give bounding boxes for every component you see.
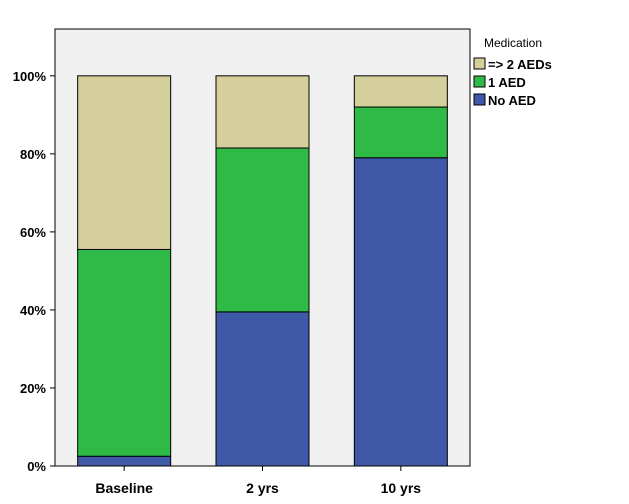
x-tick-label-10-yrs: 10 yrs [381,480,422,496]
bar-segment-no-aed-2-yrs [215,311,310,467]
y-tick-label: 0% [27,459,46,474]
y-tick-label: 60% [20,225,46,240]
bar-segment-no-aed-10-yrs [353,157,448,467]
bar-segment-2-aeds-2-yrs [215,75,310,149]
x-tick-label-baseline: Baseline [95,480,153,496]
legend-title: Medication [484,36,542,50]
y-axis: 0% 20% 40% 60% 80% 100% [13,69,55,474]
x-tick-label-2-yrs: 2 yrs [246,480,279,496]
bar-segment-no-aed-baseline [77,455,172,467]
bar-segment-1-aed-10-yrs [353,106,448,159]
bar-segment-1-aed-2-yrs [215,147,310,313]
x-axis: Baseline 2 yrs 10 yrs [95,466,421,496]
legend-label-1-aed: 1 AED [488,75,526,90]
legend-swatch-1-aed [473,75,486,88]
legend-label-2-aeds: => 2 AEDs [488,57,552,72]
bar-segment-2-aeds-baseline [77,75,172,250]
legend-swatch-2-aeds [473,57,486,70]
legend-swatch-no-aed [473,93,486,106]
y-tick-label: 20% [20,381,46,396]
bar-segment-1-aed-baseline [77,248,172,457]
bars-group [77,75,448,467]
legend-label-no-aed: No AED [488,93,536,108]
y-tick-label: 100% [13,69,47,84]
legend: Medication => 2 AEDs 1 AED No AED [473,36,552,108]
y-tick-label: 40% [20,303,46,318]
bar-segment-2-aeds-10-yrs [353,75,448,108]
y-tick-label: 80% [20,147,46,162]
